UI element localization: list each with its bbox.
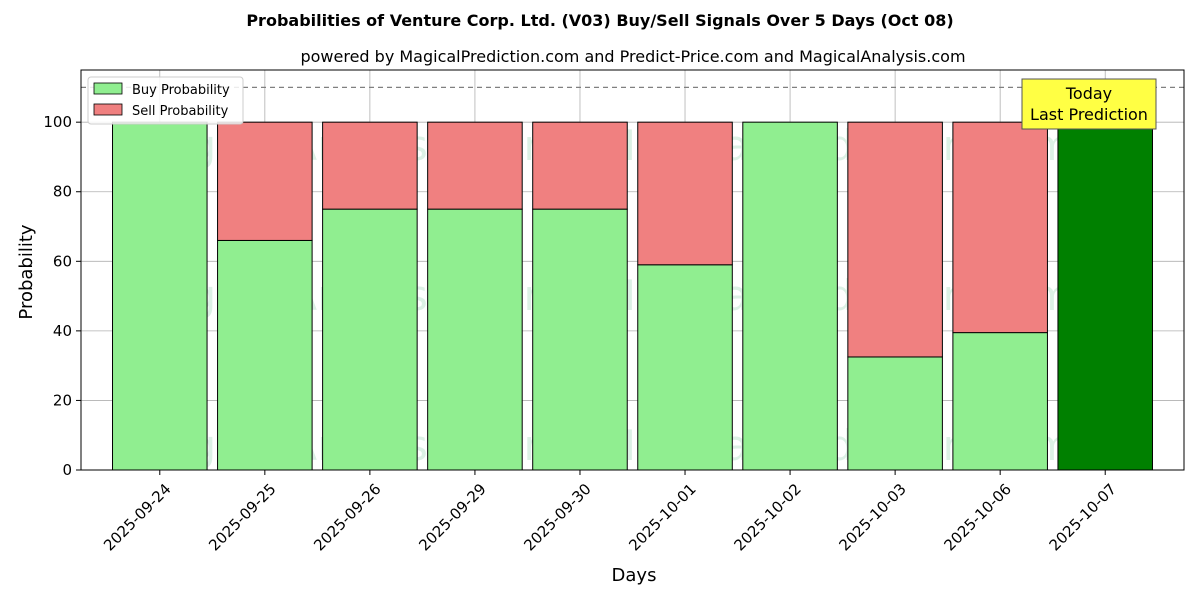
bar-buy-2025-09-25 — [217, 239, 313, 471]
bar-sell-2025-09-25 — [217, 121, 313, 241]
x-tick-label: 2025-09-30 — [520, 480, 594, 554]
y-axis-ticks: 0 20 40 60 80 100 — [43, 113, 81, 479]
y-tick-label: 20 — [53, 391, 72, 409]
annotation-line-1: Today — [1065, 84, 1112, 103]
chart-title: Probabilities of Venture Corp. Ltd. (V03… — [246, 11, 953, 30]
x-tick-label: 2025-10-07 — [1046, 480, 1120, 554]
bar-buy-2025-09-29 — [427, 208, 523, 471]
legend-swatch-buy — [93, 82, 123, 95]
bar-buy-2025-10-01 — [637, 264, 733, 471]
x-tick-label: 2025-09-24 — [100, 480, 174, 554]
y-tick-label: 100 — [43, 113, 72, 131]
bar-buy-2025-09-26 — [322, 208, 418, 471]
bar-buy-2025-09-24 — [112, 121, 208, 471]
legend-label-buy: Buy Probability — [132, 83, 230, 98]
x-tick-label: 2025-10-03 — [835, 480, 909, 554]
x-axis-label: Days — [612, 565, 657, 586]
bar-buy-2025-09-30 — [532, 208, 628, 471]
bar-buy-2025-10-02 — [742, 121, 838, 471]
legend-swatch-sell — [93, 103, 123, 116]
y-tick-label: 0 — [62, 461, 72, 479]
y-tick-label: 80 — [53, 183, 72, 201]
y-axis-label: Probability — [16, 224, 37, 319]
x-tick-label: 2025-09-26 — [310, 480, 384, 554]
x-axis-ticks: 2025-09-24 2025-09-25 2025-09-26 2025-09-29… — [100, 470, 1120, 554]
y-tick-label: 60 — [53, 252, 72, 270]
legend-box — [87, 76, 244, 125]
chart-subtitle: powered by MagicalPrediction.com and Pre… — [300, 47, 965, 66]
legend-label-sell: Sell Probability — [132, 104, 229, 119]
bar-sell-2025-09-30 — [532, 121, 628, 210]
y-tick-label: 40 — [53, 322, 72, 340]
plot-frame — [80, 69, 1185, 471]
bar-sell-2025-10-03 — [847, 121, 943, 358]
x-tick-label: 2025-09-25 — [205, 480, 279, 554]
annotation-box — [1021, 78, 1157, 130]
x-tick-label: 2025-10-02 — [730, 480, 804, 554]
bar-sell-2025-09-26 — [322, 121, 418, 210]
bar-sell-2025-10-01 — [637, 121, 733, 266]
bar-sell-2025-10-06 — [952, 121, 1048, 334]
x-tick-label: 2025-09-29 — [415, 480, 489, 554]
bar-buy-2025-10-07 — [1057, 121, 1153, 471]
x-tick-label: 2025-10-01 — [625, 480, 699, 554]
bars — [112, 121, 1153, 471]
bar-buy-2025-10-06 — [952, 332, 1048, 471]
x-tick-label: 2025-10-06 — [941, 480, 1015, 554]
bar-sell-2025-09-29 — [427, 121, 523, 210]
legend: Buy Probability Sell Probability — [87, 76, 244, 125]
annotation-line-2: Last Prediction — [1030, 105, 1148, 124]
today-annotation: Today Last Prediction — [1021, 78, 1157, 130]
bar-buy-2025-10-03 — [847, 356, 943, 471]
